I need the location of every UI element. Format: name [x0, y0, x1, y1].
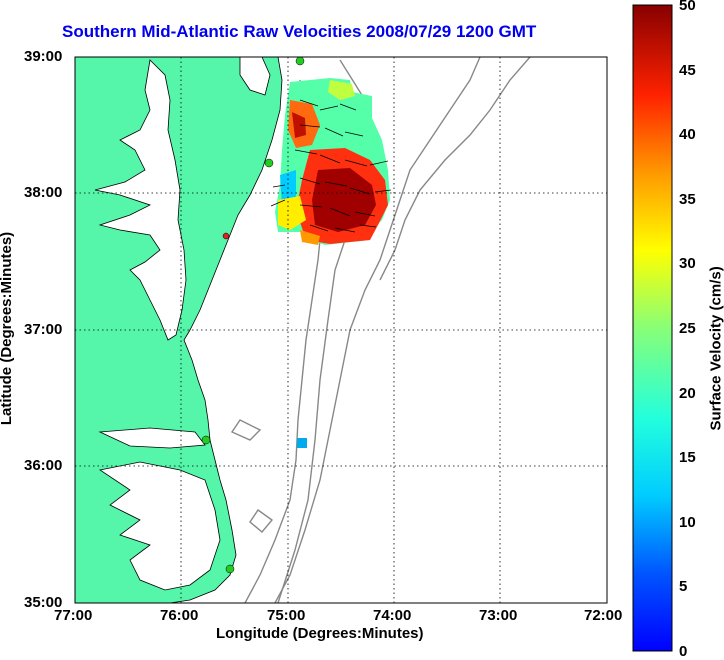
colorbar-tick: 10	[679, 514, 696, 531]
x-tick-label: 73:00	[479, 607, 517, 624]
y-tick-label: 38:00	[24, 184, 62, 201]
x-tick-label: 74:00	[373, 607, 411, 624]
colorbar-tick: 25	[679, 320, 696, 337]
colorbar-tick: 30	[679, 255, 696, 272]
colorbar-tick: 35	[679, 191, 696, 208]
x-tick-label: 75:00	[267, 607, 305, 624]
colorbar-tick: 45	[679, 62, 696, 79]
colorbar-tick: 50	[679, 0, 696, 14]
colorbar-tick: 20	[679, 385, 696, 402]
x-tick-label: 77:00	[54, 607, 92, 624]
y-tick-label: 37:00	[24, 321, 62, 338]
y-tick-label: 36:00	[24, 457, 62, 474]
y-axis-label: Latitude (Degrees:Minutes)	[0, 232, 15, 425]
x-tick-label: 72:00	[584, 607, 622, 624]
colorbar-tick: 15	[679, 449, 696, 466]
x-tick-label: 76:00	[160, 607, 198, 624]
x-axis-label: Longitude (Degrees:Minutes)	[216, 625, 424, 642]
y-tick-label: 39:00	[24, 48, 62, 65]
colorbar-tick: 0	[679, 643, 687, 660]
colorbar	[633, 5, 672, 651]
colorbar-tick: 5	[679, 578, 687, 595]
colorbar-label: Surface Velocity (cm/s)	[708, 231, 724, 431]
colorbar-tick: 40	[679, 126, 696, 143]
